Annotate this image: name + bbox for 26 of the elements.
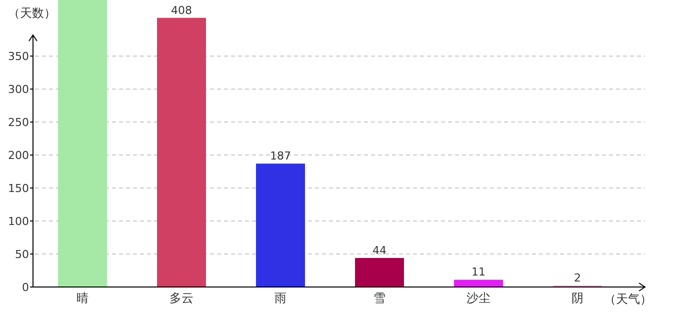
y-tick-label: 150 — [8, 182, 29, 196]
bar — [58, 0, 107, 287]
bar — [355, 258, 404, 287]
y-tick-label: 0 — [22, 281, 29, 294]
x-tick-label: 阴 — [572, 291, 584, 305]
data-label: 11 — [472, 266, 486, 279]
x-tick-label: 沙尘 — [466, 291, 490, 305]
x-tick-label: 雨 — [274, 291, 286, 305]
y-tick-label: 100 — [8, 215, 29, 228]
x-axis-title: （天气） — [604, 292, 652, 306]
data-label: 2 — [574, 272, 581, 285]
y-axis-title: （天数） — [8, 6, 56, 20]
data-label: 187 — [270, 150, 291, 163]
y-tick-label: 250 — [8, 116, 29, 130]
x-tick-label: 雪 — [374, 291, 386, 305]
y-tick-label: 300 — [8, 83, 29, 96]
bar — [256, 164, 305, 287]
y-tick-label: 200 — [8, 149, 29, 162]
data-label: 408 — [171, 4, 192, 17]
x-tick-label: 晴 — [76, 291, 88, 305]
data-label: 44 — [372, 244, 386, 257]
x-tick-label: 多云 — [170, 291, 194, 305]
bar — [157, 18, 206, 287]
bar — [454, 280, 503, 287]
y-tick-label: 350 — [8, 50, 29, 64]
y-tick-label: 50 — [15, 248, 29, 262]
